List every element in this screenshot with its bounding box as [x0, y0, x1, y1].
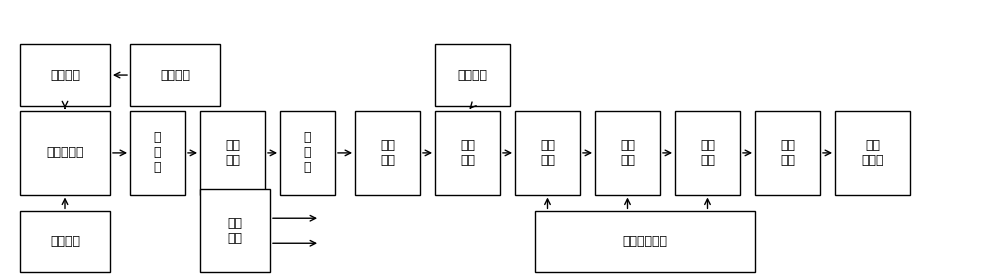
- Text: 高压电源: 高压电源: [50, 69, 80, 81]
- FancyBboxPatch shape: [20, 211, 110, 272]
- Text: 高压调节: 高压调节: [160, 69, 190, 81]
- FancyBboxPatch shape: [130, 111, 185, 195]
- Text: 驱动
输出: 驱动 输出: [780, 139, 795, 167]
- FancyBboxPatch shape: [355, 111, 420, 195]
- FancyBboxPatch shape: [535, 211, 755, 272]
- FancyBboxPatch shape: [280, 111, 335, 195]
- FancyBboxPatch shape: [675, 111, 740, 195]
- Text: 低压
电源: 低压 电源: [228, 217, 243, 245]
- FancyBboxPatch shape: [595, 111, 660, 195]
- FancyBboxPatch shape: [130, 44, 220, 106]
- FancyBboxPatch shape: [200, 189, 270, 272]
- FancyBboxPatch shape: [435, 111, 500, 195]
- Text: 计数
电路: 计数 电路: [620, 139, 635, 167]
- FancyBboxPatch shape: [755, 111, 820, 195]
- Text: 时序控制电路: 时序控制电路: [622, 235, 668, 248]
- Text: 甄别
输出: 甄别 输出: [460, 139, 475, 167]
- Text: 地面
控制台: 地面 控制台: [861, 139, 884, 167]
- Text: 放
大
器: 放 大 器: [304, 131, 311, 174]
- Text: 门控
电路: 门控 电路: [700, 139, 715, 167]
- FancyBboxPatch shape: [435, 44, 510, 106]
- Text: 钳位
电路: 钳位 电路: [380, 139, 395, 167]
- FancyBboxPatch shape: [515, 111, 580, 195]
- Text: 放
大
器: 放 大 器: [154, 131, 161, 174]
- FancyBboxPatch shape: [20, 111, 110, 195]
- Text: 辐射探测器: 辐射探测器: [46, 147, 84, 159]
- Text: 分压电路: 分压电路: [50, 235, 80, 248]
- Text: 阈值调节: 阈值调节: [458, 69, 488, 81]
- FancyBboxPatch shape: [835, 111, 910, 195]
- FancyBboxPatch shape: [20, 44, 110, 106]
- FancyBboxPatch shape: [200, 111, 265, 195]
- Text: 门控
电路: 门控 电路: [540, 139, 555, 167]
- Text: 脉冲
整形: 脉冲 整形: [225, 139, 240, 167]
